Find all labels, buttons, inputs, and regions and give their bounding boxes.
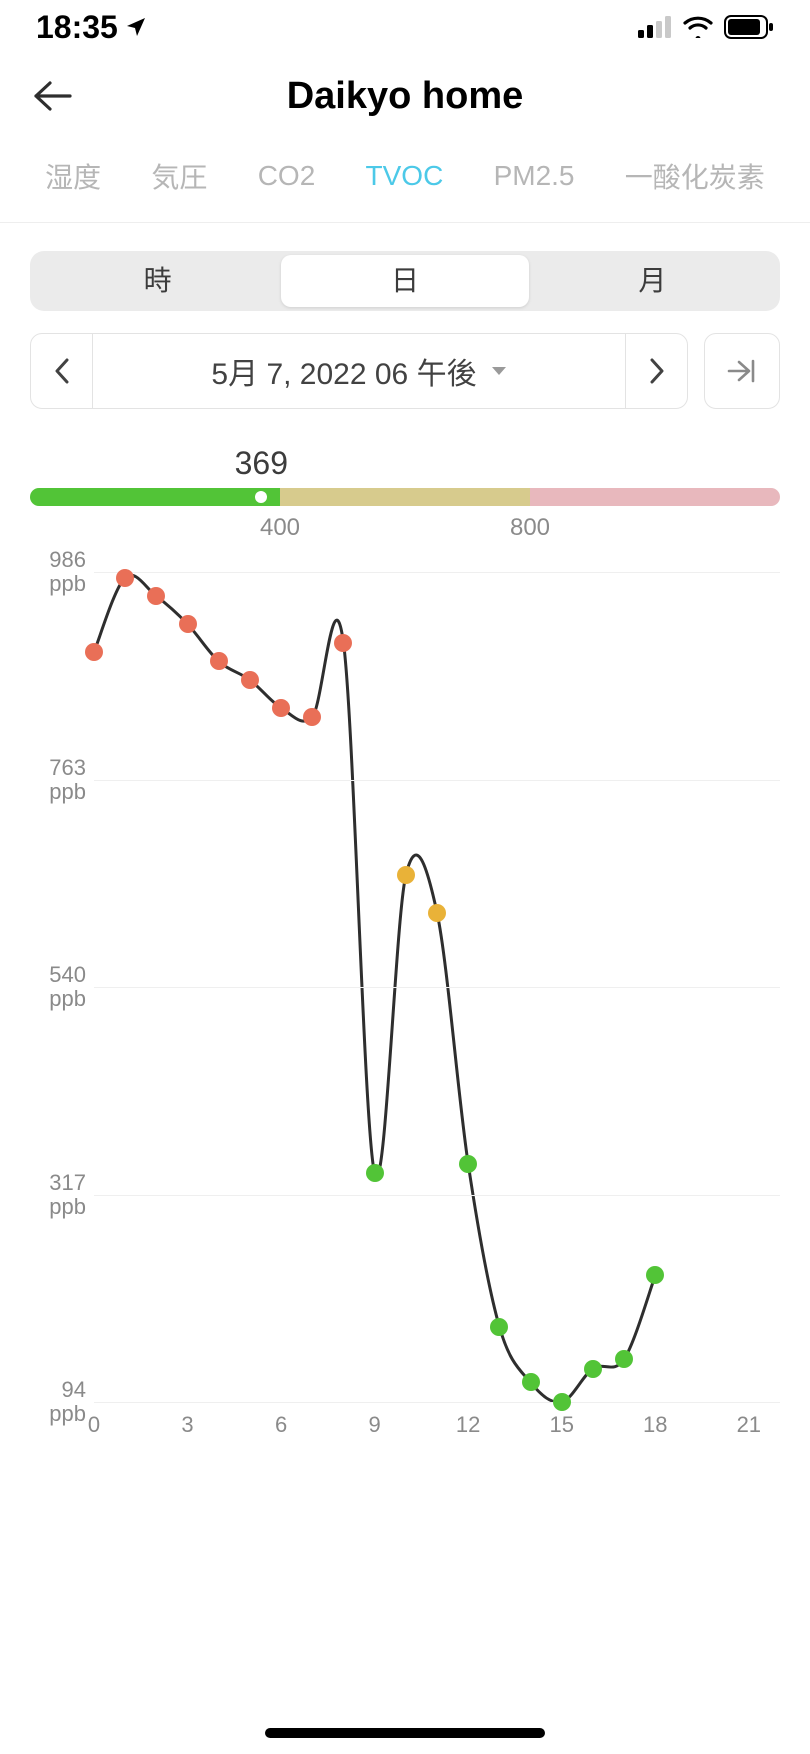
chart-point: [584, 1360, 602, 1378]
range-segment[interactable]: 日: [281, 255, 528, 307]
chart-x-label: 15: [549, 1412, 573, 1438]
status-bar: 18:35: [0, 0, 810, 54]
gauge-ticks: 400 800: [30, 514, 780, 544]
chart-point: [366, 1164, 384, 1182]
chart-y-label: 986ppb: [49, 548, 86, 596]
chart-x-label: 12: [456, 1412, 480, 1438]
chart-x-label: 18: [643, 1412, 667, 1438]
chevron-right-icon: [648, 357, 666, 385]
chart-gridline: [94, 780, 780, 781]
metric-tab[interactable]: 一酸化炭素: [625, 156, 765, 196]
chart-gridline: [94, 987, 780, 988]
chart-gridline: [94, 1402, 780, 1403]
gauge-tick-label: 400: [260, 514, 300, 542]
chart-x-label: 0: [88, 1412, 100, 1438]
gauge-segment: [530, 488, 780, 506]
gauge-segment: [30, 488, 280, 506]
chart-x-label: 3: [181, 1412, 193, 1438]
chart-line: [94, 575, 655, 1402]
cellular-icon: [638, 16, 672, 38]
chart-point: [428, 904, 446, 922]
arrow-left-icon: [32, 79, 72, 113]
metric-tab[interactable]: CO2: [258, 160, 316, 192]
chart-y-label: 317ppb: [49, 1170, 86, 1218]
chart-x-label: 9: [369, 1412, 381, 1438]
gauge-segment: [280, 488, 530, 506]
chart-point: [210, 652, 228, 670]
gauge: 369 400 800: [30, 445, 780, 544]
home-indicator: [265, 1728, 545, 1738]
chart-point: [490, 1318, 508, 1336]
range-segment[interactable]: 月: [529, 255, 776, 307]
chart-point: [272, 699, 290, 717]
chart-y-label: 540ppb: [49, 963, 86, 1011]
metric-tabs: 湿度 気圧 CO2 TVOC PM2.5 一酸化炭素: [0, 138, 810, 223]
gauge-value: 369: [235, 445, 780, 482]
gauge-bar: [30, 488, 780, 506]
chart-y-label: 94ppb: [49, 1378, 86, 1426]
location-icon: [124, 15, 148, 39]
nav-header: Daikyo home: [0, 54, 810, 138]
chart-point: [241, 671, 259, 689]
chart-gridline: [94, 1195, 780, 1196]
chart-y-label: 763ppb: [49, 755, 86, 803]
date-picker: 5月 7, 2022 06 午後: [30, 333, 688, 409]
page-title: Daikyo home: [287, 75, 524, 118]
gauge-indicator-dot: [255, 491, 267, 503]
chart-x-label: 21: [737, 1412, 761, 1438]
range-segmented-control[interactable]: 時日月: [30, 251, 780, 311]
range-segment[interactable]: 時: [34, 255, 281, 307]
metric-tab[interactable]: 気圧: [151, 156, 207, 196]
metric-tab[interactable]: 湿度: [45, 156, 101, 196]
back-button[interactable]: [28, 72, 76, 120]
chart-gridline: [94, 572, 780, 573]
metric-tab[interactable]: PM2.5: [494, 160, 575, 192]
status-time: 18:35: [36, 9, 118, 46]
chart-point: [553, 1393, 571, 1411]
date-label: 5月 7, 2022 06 午後: [211, 349, 476, 393]
wifi-icon: [682, 16, 714, 38]
date-picker-button[interactable]: 5月 7, 2022 06 午後: [93, 334, 625, 408]
metric-tab[interactable]: TVOC: [366, 160, 444, 192]
chart-point: [179, 615, 197, 633]
chart-x-label: 6: [275, 1412, 287, 1438]
tvoc-chart: 986ppb763ppb540ppb317ppb94ppb 0369121518…: [30, 562, 780, 1442]
jump-to-now-button[interactable]: [704, 333, 780, 409]
chart-point: [522, 1373, 540, 1391]
chart-point: [459, 1155, 477, 1173]
arrow-to-end-icon: [727, 357, 757, 385]
date-prev-button[interactable]: [31, 334, 93, 408]
gauge-tick-label: 800: [510, 514, 550, 542]
date-next-button[interactable]: [625, 334, 687, 408]
chart-point: [116, 569, 134, 587]
battery-icon: [724, 15, 774, 39]
chevron-left-icon: [53, 357, 71, 385]
caret-down-icon: [491, 366, 507, 376]
